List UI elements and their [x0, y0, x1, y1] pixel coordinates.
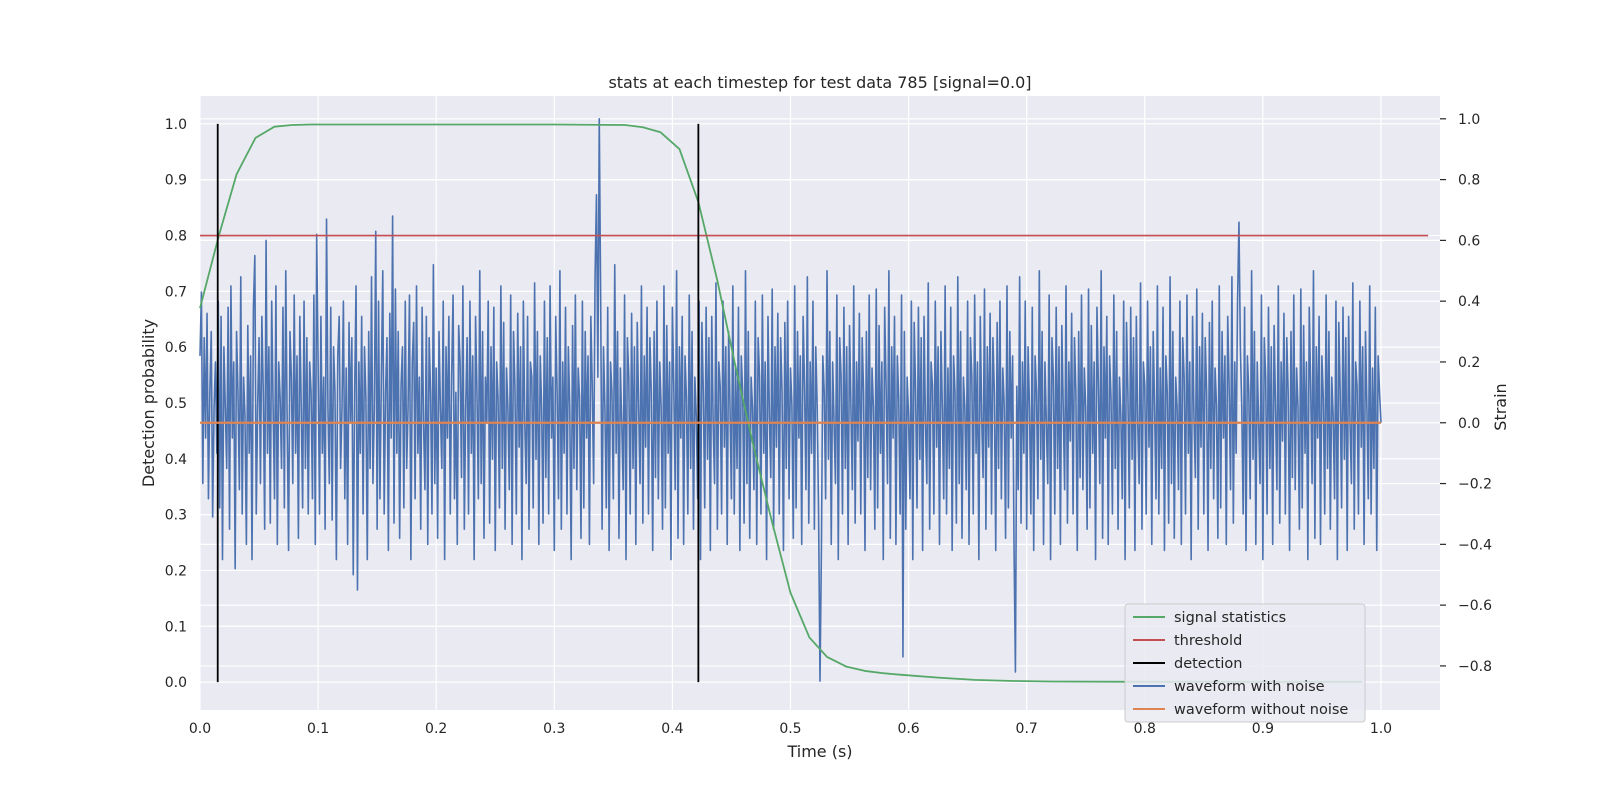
y-tick-label: 0.2 — [165, 563, 187, 579]
legend-label: signal statistics — [1174, 610, 1286, 626]
y-tick-label: 0.5 — [165, 396, 187, 412]
y2-tick-label: 0.4 — [1458, 294, 1480, 310]
y-tick-label: 0.3 — [165, 508, 187, 524]
y-tick-label: 0.7 — [165, 284, 187, 300]
y2-tick-label: 0.6 — [1458, 233, 1480, 249]
legend-label: detection — [1174, 656, 1242, 672]
x-tick-label: 0.6 — [897, 721, 919, 737]
y-tick-label: 0.4 — [165, 452, 187, 468]
y2-tick-label: −0.6 — [1458, 598, 1492, 614]
y2-tick-label: 0.0 — [1458, 416, 1480, 432]
y-axis-label: Detection probability — [139, 319, 158, 487]
y2-tick-label: −0.4 — [1458, 537, 1492, 553]
signal-statistics-line — [199, 123, 1363, 683]
x-tick-label: 0.2 — [425, 721, 447, 737]
y2-tick-label: −0.8 — [1458, 659, 1492, 675]
y2-tick-label: 0.8 — [1458, 173, 1480, 189]
y2-axis-label: Strain — [1491, 383, 1510, 430]
axes-layer: 0.0 0.1 0.2 0.3 0.4 0.5 0.6 0.7 0.8 0.9 1.0 0.0 0.1 0… — [165, 112, 1492, 737]
x-tick-label: 0.1 — [307, 721, 329, 737]
x-tick-label: 0.7 — [1016, 721, 1038, 737]
y2-tick-label: 0.2 — [1458, 355, 1480, 371]
x-tick-label: 0.5 — [779, 721, 801, 737]
y-tick-label: 0.9 — [165, 173, 187, 189]
legend-label: waveform without noise — [1174, 702, 1348, 718]
y-tick-label: 0.8 — [165, 229, 187, 245]
x-tick-label: 0.9 — [1252, 721, 1274, 737]
x-tick-label: 0.0 — [189, 721, 211, 737]
legend-label: waveform with noise — [1174, 679, 1325, 695]
series-layer — [199, 118, 1429, 683]
y-tick-label: 0.1 — [165, 619, 187, 635]
y2-tick-label: 1.0 — [1458, 112, 1480, 128]
x-axis-label: Time (s) — [786, 742, 852, 761]
legend: signal statistics threshold detection wavef… — [1124, 603, 1366, 723]
legend-label: threshold — [1174, 633, 1242, 649]
x-tick-label: 1.0 — [1370, 721, 1392, 737]
waveform-with-noise-line — [199, 118, 1382, 682]
legend-box — [1124, 603, 1366, 723]
chart-title: stats at each timestep for test data 785… — [608, 73, 1031, 92]
y-tick-label: 0.6 — [165, 340, 187, 356]
x-tick-label: 0.4 — [661, 721, 683, 737]
y2-tick-label: −0.2 — [1458, 477, 1492, 493]
y-tick-label: 0.0 — [165, 675, 187, 691]
x-tick-label: 0.8 — [1134, 721, 1156, 737]
x-tick-label: 0.3 — [543, 721, 565, 737]
y-tick-label: 1.0 — [165, 117, 187, 133]
